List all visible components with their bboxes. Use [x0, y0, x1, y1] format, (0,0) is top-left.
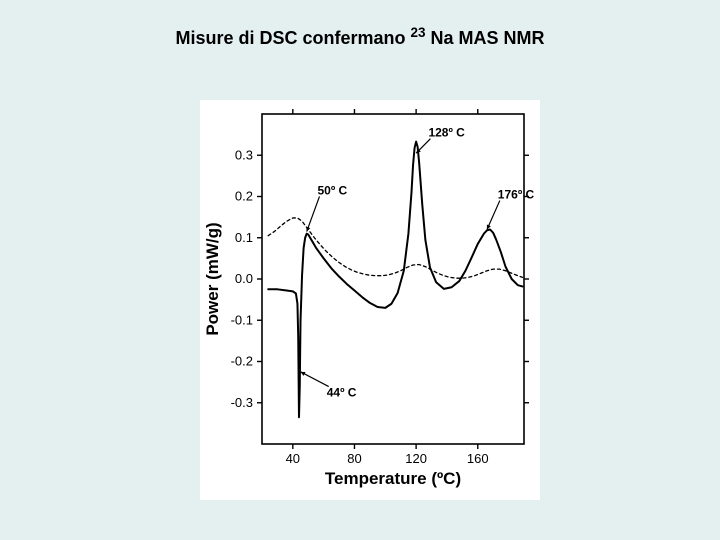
dsc-chart: -0.3 -0.2 -0.1 0.0 0.1 0.2 0.3 40 80 120 160 Temper… [200, 100, 540, 500]
title-suffix: Na MAS NMR [426, 28, 545, 48]
svg-text:80: 80 [347, 451, 361, 466]
svg-text:0.2: 0.2 [235, 189, 253, 204]
svg-text:0.1: 0.1 [235, 230, 253, 245]
title-prefix: Misure di DSC confermano [175, 28, 410, 48]
svg-text:176º C: 176º C [498, 188, 535, 202]
svg-text:120: 120 [405, 451, 427, 466]
title-superscript: 23 [411, 25, 426, 40]
svg-text:160: 160 [467, 451, 489, 466]
svg-text:-0.3: -0.3 [231, 395, 253, 410]
svg-text:44º C: 44º C [327, 386, 357, 400]
svg-text:40: 40 [286, 451, 300, 466]
svg-text:-0.1: -0.1 [231, 312, 253, 327]
slide-title: Misure di DSC confermano 23 Na MAS NMR [0, 28, 720, 49]
svg-text:128º C: 128º C [428, 126, 465, 140]
svg-text:50º C: 50º C [317, 183, 347, 197]
svg-text:Temperature (ºC): Temperature (ºC) [325, 469, 461, 488]
svg-text:0.3: 0.3 [235, 147, 253, 162]
svg-text:Power (mW/g): Power (mW/g) [203, 222, 222, 335]
chart-svg: -0.3 -0.2 -0.1 0.0 0.1 0.2 0.3 40 80 120 160 Temper… [200, 100, 540, 500]
svg-text:0.0: 0.0 [235, 271, 253, 286]
svg-text:-0.2: -0.2 [231, 354, 253, 369]
